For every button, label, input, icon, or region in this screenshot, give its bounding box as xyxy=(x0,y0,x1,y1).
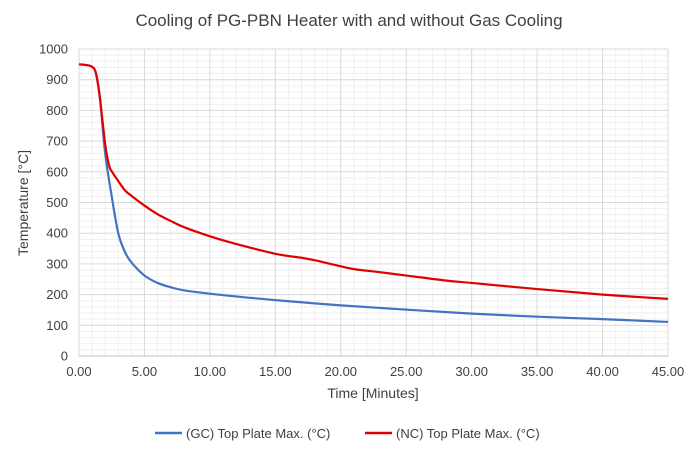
y-tick-label: 600 xyxy=(46,164,68,179)
y-axis-ticks: 0 100 200 300 400 500 600 700 800 900 1000 xyxy=(39,42,68,364)
x-axis-title: Time [Minutes] xyxy=(327,385,418,401)
chart-title: Cooling of PG-PBN Heater with and withou… xyxy=(135,11,562,30)
y-tick-label: 800 xyxy=(46,103,68,118)
x-tick-label: 10.00 xyxy=(194,364,227,379)
y-tick-label: 1000 xyxy=(39,42,68,57)
y-tick-label: 300 xyxy=(46,256,68,271)
x-tick-label: 30.00 xyxy=(455,364,488,379)
legend: (GC) Top Plate Max. (°C) (NC) Top Plate … xyxy=(155,426,540,441)
x-tick-label: 15.00 xyxy=(259,364,292,379)
series-line-gc xyxy=(78,63,669,324)
y-tick-label: 500 xyxy=(46,195,68,210)
y-tick-label: 200 xyxy=(46,287,68,302)
x-tick-label: 40.00 xyxy=(586,364,619,379)
legend-label-gc: (GC) Top Plate Max. (°C) xyxy=(186,426,330,441)
x-tick-label: 5.00 xyxy=(132,364,157,379)
x-tick-label: 20.00 xyxy=(325,364,358,379)
x-tick-label: 25.00 xyxy=(390,364,423,379)
y-axis-title: Temperature [°C] xyxy=(15,150,31,256)
series-lines xyxy=(78,63,669,324)
series-line-nc xyxy=(78,63,669,300)
y-tick-label: 700 xyxy=(46,134,68,149)
y-tick-label: 400 xyxy=(46,226,68,241)
legend-label-nc: (NC) Top Plate Max. (°C) xyxy=(396,426,540,441)
x-tick-label: 35.00 xyxy=(521,364,554,379)
y-tick-label: 0 xyxy=(61,349,68,364)
grid xyxy=(78,48,669,357)
x-axis-ticks: 0.00 5.00 10.00 15.00 20.00 25.00 30.00 35.00 40… xyxy=(66,364,684,379)
x-tick-label: 0.00 xyxy=(66,364,91,379)
x-tick-label: 45.00 xyxy=(652,364,685,379)
y-tick-label: 900 xyxy=(46,72,68,87)
y-tick-label: 100 xyxy=(46,318,68,333)
